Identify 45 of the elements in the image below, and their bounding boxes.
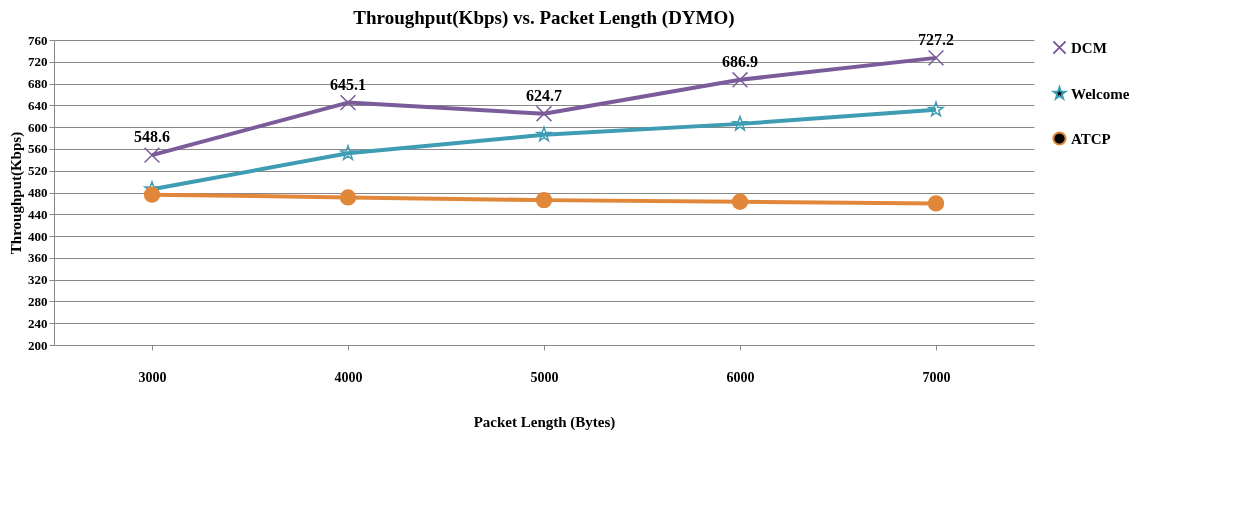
y-tick-label: 200 (28, 337, 48, 353)
point (143, 146, 161, 164)
y-tick-label: 520 (28, 163, 48, 179)
point (535, 105, 553, 122)
x-tick-label: 3000 (138, 369, 167, 385)
y-tick-label: 400 (28, 228, 48, 244)
x-tick-label: 4000 (334, 369, 363, 385)
data-label: 624.7 (526, 86, 562, 104)
legend-label: ATCP (1071, 130, 1111, 147)
x-tick-label: 7000 (922, 369, 951, 385)
y-tick-label: 440 (28, 206, 48, 222)
y-tick-label: 360 (28, 250, 48, 266)
point (339, 94, 357, 111)
x-tick-label: 6000 (726, 369, 755, 385)
y-tick-label: 760 (28, 32, 48, 48)
point (339, 189, 357, 206)
point (143, 186, 161, 203)
y-tick-label: 240 (28, 315, 48, 331)
point (536, 126, 552, 142)
y-tick-label: 560 (28, 141, 48, 157)
y-tick-label: 480 (28, 185, 48, 200)
y-tick-label: 720 (28, 54, 48, 70)
data-label: 727.2 (918, 30, 954, 48)
data-label: 548.6 (134, 128, 170, 146)
point (927, 49, 945, 67)
data-label: 645.1 (330, 75, 366, 93)
data-label: 686.9 (722, 52, 758, 70)
point (731, 193, 749, 210)
legend-label: Welcome (1071, 85, 1130, 102)
y-axis-title: Throughput(Kbps) (8, 131, 25, 255)
x-axis-title: Packet Length (Bytes) (473, 413, 616, 431)
y-tick-label: 320 (28, 272, 48, 288)
x-tick-label: 5000 (530, 369, 559, 385)
y-tick-label: 640 (28, 97, 48, 113)
point (927, 195, 945, 212)
point (731, 71, 749, 88)
point (928, 101, 944, 117)
point (732, 115, 748, 131)
legend-label: DCM (1071, 39, 1107, 56)
y-tick-label: 600 (28, 119, 48, 135)
point (535, 191, 553, 209)
y-tick-label: 280 (28, 293, 48, 309)
point (340, 145, 356, 161)
chart-title: Throughput(Kbps) vs. Packet Length (DYMO) (353, 6, 735, 29)
y-tick-label: 680 (28, 76, 48, 92)
